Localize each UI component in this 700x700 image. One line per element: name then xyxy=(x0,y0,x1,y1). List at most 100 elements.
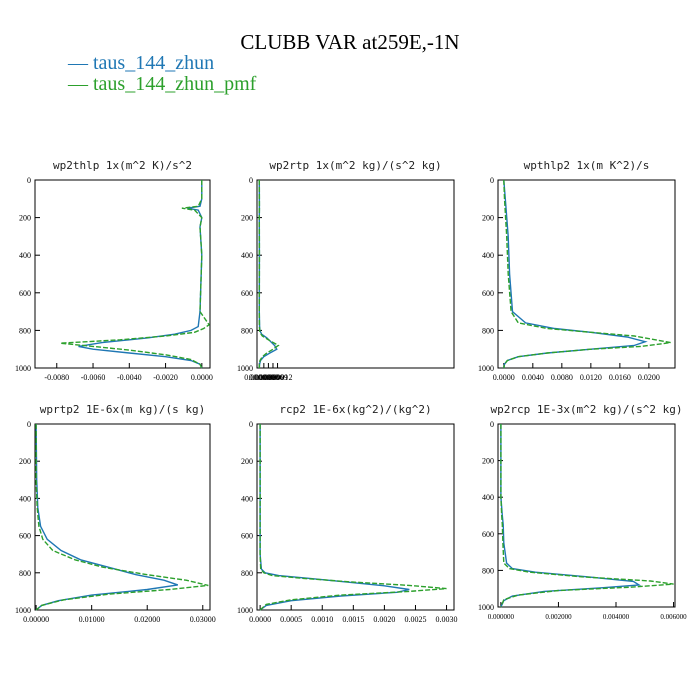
y-tick-label: 600 xyxy=(241,532,253,541)
panel-title: wpthlp2 1x(m K^2)/s xyxy=(524,159,650,172)
y-tick-label: 0 xyxy=(249,176,253,185)
x-tick-label: 0.0000 xyxy=(191,373,213,382)
x-tick-label: 0.000000 xyxy=(488,613,515,621)
series-line-zhun-pmf xyxy=(60,180,211,369)
series-line-zhun-pmf xyxy=(259,424,447,611)
y-tick-label: 800 xyxy=(241,569,253,578)
x-tick-label: 0.002000 xyxy=(545,613,572,621)
plot-frame xyxy=(497,423,676,608)
y-tick-label: 400 xyxy=(19,494,31,503)
x-tick-label: 0.00000 xyxy=(23,615,49,624)
y-tick-label: 1000 xyxy=(237,606,253,615)
legend-label: taus_144_zhun xyxy=(93,52,215,74)
plot-frame xyxy=(256,179,455,369)
legend-entry-zhun: — taus_144_zhun xyxy=(68,52,214,75)
plot-frame xyxy=(256,423,455,611)
chart-panel-4: wprtp2 1E-6x(m kg)/(s kg) 0 200 400 600 800 10… xyxy=(15,403,216,624)
series-line-zhun-pmf xyxy=(503,179,671,369)
y-tick-label: 600 xyxy=(19,289,31,298)
y-tick-label: 1000 xyxy=(237,364,253,373)
x-tick-label: 0.01000 xyxy=(79,615,105,624)
x-tick-label: 0.0200 xyxy=(638,373,660,382)
y-tick-label: 200 xyxy=(241,214,253,223)
x-tick-label: 0.0005 xyxy=(280,615,302,624)
panel-title: wprtp2 1E-6x(m kg)/(s kg) xyxy=(40,403,206,416)
y-tick-label: 0 xyxy=(27,176,31,185)
chart-panel-6: wp2rcp 1E-3x(m^2 kg)/(s^2 kg) 0 200 400 600 8… xyxy=(478,403,687,621)
chart-panel-1: wp2thlp 1x(m^2 K)/s^2 0 200 400 600 800 1000 -0… xyxy=(15,159,213,382)
x-tick-label: 0.0000 xyxy=(249,615,271,624)
y-tick-label: 400 xyxy=(241,251,253,260)
panel-title: wp2thlp 1x(m^2 K)/s^2 xyxy=(53,159,192,172)
y-tick-label: 0 xyxy=(490,420,494,429)
x-tick-label: 0.0120 xyxy=(580,373,602,382)
y-tick-label: 600 xyxy=(241,289,253,298)
x-tick-label: -0.0040 xyxy=(117,373,142,382)
y-tick-label: 400 xyxy=(19,251,31,260)
plot-frame xyxy=(34,179,211,369)
figure-title: CLUBB VAR at259E,-1N xyxy=(240,30,460,54)
chart-panel-2: wp2rtp 1x(m^2 kg)/(s^2 kg) 0 200 400 600 800 1… xyxy=(237,159,455,382)
legend-line-icon: — xyxy=(68,52,93,74)
plot-frame xyxy=(34,423,211,611)
y-tick-label: 400 xyxy=(241,494,253,503)
series-line-zhun-pmf xyxy=(35,424,209,611)
y-tick-label: 800 xyxy=(241,326,253,335)
x-tick-label: 0.000003 xyxy=(249,373,279,382)
y-tick-label: 600 xyxy=(19,532,31,541)
y-tick-label: 0 xyxy=(490,176,494,185)
y-tick-label: 200 xyxy=(19,214,31,223)
series-line-zhun xyxy=(259,424,410,611)
x-tick-label: -0.0080 xyxy=(44,373,69,382)
x-tick-label: 0.000000 xyxy=(244,373,274,382)
y-tick-label: 400 xyxy=(482,493,494,502)
y-tick-label: 0 xyxy=(27,420,31,429)
y-tick-label: 0 xyxy=(249,420,253,429)
y-tick-label: 200 xyxy=(241,457,253,466)
y-tick-label: 600 xyxy=(482,530,494,539)
y-tick-label: 800 xyxy=(482,566,494,575)
y-tick-label: 800 xyxy=(482,326,494,335)
y-tick-label: 1000 xyxy=(478,603,494,612)
x-tick-label: 0.0160 xyxy=(609,373,631,382)
x-tick-label: 0.0010 xyxy=(311,615,333,624)
x-tick-label: 0.02000 xyxy=(134,615,160,624)
y-tick-label: 1000 xyxy=(478,364,494,373)
panel-title: wp2rtp 1x(m^2 kg)/(s^2 kg) xyxy=(269,159,441,172)
x-tick-label: 0.0040 xyxy=(522,373,544,382)
chart-panel-3: wpthlp2 1x(m K^2)/s020040060080010000.00… xyxy=(478,159,676,382)
y-tick-label: 1000 xyxy=(15,606,31,615)
x-tick-label: 0.0025 xyxy=(404,615,426,624)
y-tick-label: 400 xyxy=(482,251,494,260)
legend-entry-zhun-pmf: — taus_144_zhun_pmf xyxy=(68,73,256,96)
y-tick-label: 1000 xyxy=(15,364,31,373)
chart-panel-5: rcp2 1E-6x(kg^2)/(kg^2) 0 200 400 600 800 1000… xyxy=(237,403,458,624)
plot-frame xyxy=(497,179,676,369)
x-tick-label: 0.0080 xyxy=(551,373,573,382)
y-tick-label: 800 xyxy=(19,326,31,335)
x-tick-label: 0.0000 xyxy=(493,373,515,382)
series-line-zhun-pmf xyxy=(258,179,280,369)
x-tick-label: 0.004000 xyxy=(603,613,630,621)
series-line-zhun xyxy=(35,423,179,611)
x-tick-label: 0.0020 xyxy=(373,615,395,624)
series-line-zhun xyxy=(78,180,203,369)
panel-title: wp2rcp 1E-3x(m^2 kg)/(s^2 kg) xyxy=(490,403,682,416)
y-tick-label: 200 xyxy=(482,214,494,223)
x-tick-label: 0.006000 xyxy=(660,613,687,621)
legend-label: taus_144_zhun_pmf xyxy=(93,73,257,95)
y-tick-label: 600 xyxy=(482,289,494,298)
x-tick-label: -0.0020 xyxy=(153,373,178,382)
x-tick-label: 0.0030 xyxy=(436,615,458,624)
series-line-zhun-pmf xyxy=(500,424,674,608)
x-tick-label: 0.0015 xyxy=(342,615,364,624)
panel-title: rcp2 1E-6x(kg^2)/(kg^2) xyxy=(279,403,431,416)
y-tick-label: 200 xyxy=(482,457,494,466)
x-tick-label: 0.000012 xyxy=(263,373,293,382)
legend-line-icon: — xyxy=(68,73,93,95)
series-line-zhun xyxy=(503,179,648,369)
y-tick-label: 200 xyxy=(19,457,31,466)
y-tick-label: 800 xyxy=(19,569,31,578)
x-tick-label: 0.000006 xyxy=(253,373,283,382)
